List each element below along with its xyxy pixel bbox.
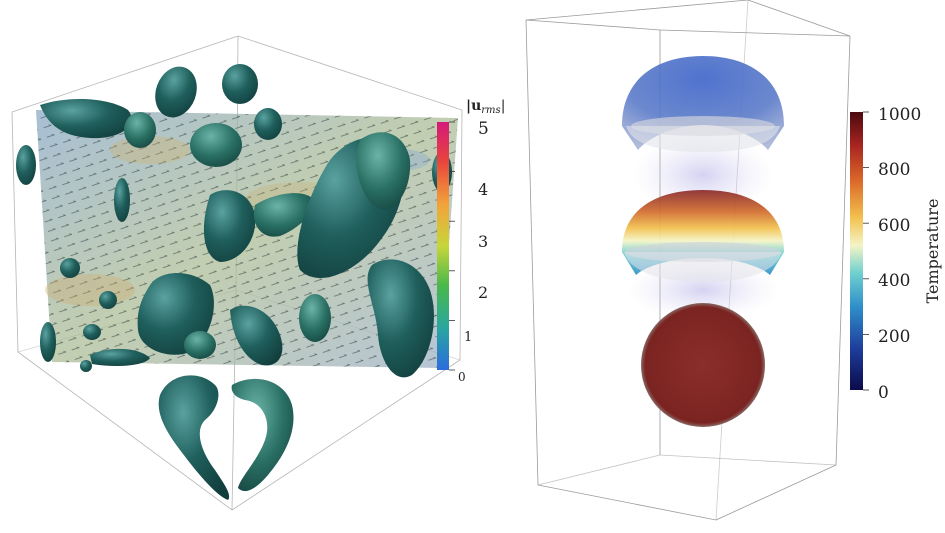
vortex-blob <box>230 305 283 366</box>
colorbar-tick-label: 1 <box>464 330 472 345</box>
vortex-blob <box>90 348 150 366</box>
vortex-blob <box>356 132 411 210</box>
vortex-blob <box>253 193 314 237</box>
vortex-structures <box>16 64 452 500</box>
colorbar-tick-label: 0 <box>878 383 889 403</box>
colorbar-tick-label: 200 <box>878 327 910 347</box>
temperature-visualization: 1000 800 600 400 200 0 Temperature <box>520 0 945 533</box>
velocity-colorbar: 5 4 3 2 1 0 |urms| <box>437 98 505 384</box>
vortex-blob <box>60 258 80 278</box>
vortex-blob <box>222 64 258 104</box>
colorbar-title-main: |u <box>466 98 481 114</box>
vortex-blob <box>190 123 242 167</box>
vortex-blob <box>114 178 130 222</box>
colorbar-tick-label: 800 <box>878 160 910 180</box>
vortex-blob <box>203 190 256 262</box>
colorbar-title: Temperature <box>923 199 942 304</box>
turbulence-svg: 5 4 3 2 1 0 |urms| <box>11 35 505 511</box>
vortex-blob <box>155 66 197 118</box>
top-droplet-cap <box>622 56 784 152</box>
colorbar-tick-label: 0 <box>458 370 466 384</box>
vortex-ring <box>231 378 294 492</box>
colorbar-tick-label: 400 <box>878 271 910 291</box>
turbulence-visualization: 5 4 3 2 1 0 |urms| <box>11 35 505 511</box>
vortex-blob <box>184 331 216 359</box>
vortex-blob <box>16 145 36 185</box>
vortex-blob <box>299 294 331 342</box>
vortex-blob <box>80 360 92 372</box>
temperature-svg: 1000 800 600 400 200 0 Temperature <box>525 0 942 521</box>
bottom-droplet-sphere <box>641 303 765 427</box>
colorbar-tick-label: 600 <box>878 216 910 236</box>
vortex-blob <box>40 322 56 362</box>
temperature-colorbar: 1000 800 600 400 200 0 Temperature <box>850 105 942 403</box>
colorbar-tick-label: 5 <box>478 119 489 139</box>
vortex-ring <box>158 375 230 500</box>
colorbar-tick-label: 1000 <box>878 105 921 125</box>
middle-droplet-cap <box>622 190 784 282</box>
vortex-blob <box>254 108 282 140</box>
colorbar-tick-label: 2 <box>478 283 488 302</box>
vortex-blob <box>40 98 132 139</box>
colorbar-tick-label: 3 <box>478 232 488 251</box>
vortex-blob <box>99 291 117 309</box>
colorbar-tick-label: 4 <box>478 180 488 199</box>
vortex-blob <box>83 324 101 340</box>
vortex-blob <box>124 112 156 148</box>
colorbar-title-sub: rms <box>481 105 500 116</box>
colorbar-title-end: | <box>501 98 506 114</box>
colorbar-title: |urms| <box>466 98 505 116</box>
vortex-blob <box>367 259 434 378</box>
